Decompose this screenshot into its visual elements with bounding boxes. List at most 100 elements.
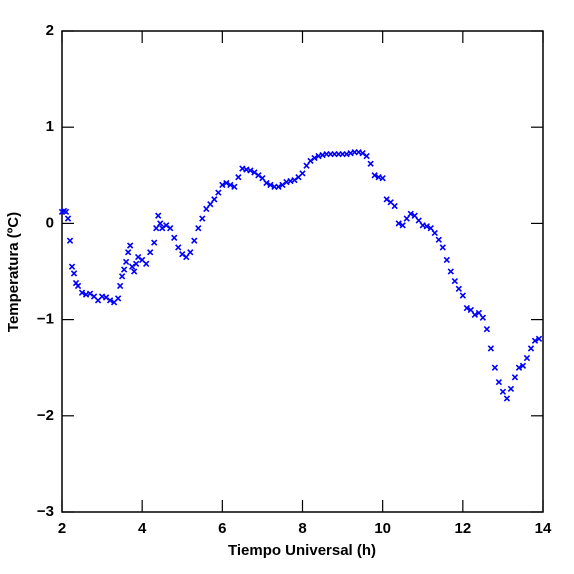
y-tick-label: 1 <box>46 118 54 135</box>
data-point <box>475 309 483 317</box>
data-point <box>68 263 76 270</box>
data-point <box>499 388 507 395</box>
data-point <box>447 268 454 275</box>
x-tick-label: 8 <box>298 520 306 537</box>
data-point <box>395 220 402 227</box>
data-point <box>511 374 519 381</box>
data-point <box>66 237 74 244</box>
data-point <box>531 337 539 344</box>
y-tick-label: 0 <box>46 214 54 231</box>
data-point <box>175 244 182 251</box>
data-point <box>491 364 499 371</box>
data-point <box>247 167 254 174</box>
data-point <box>439 244 446 251</box>
data-point <box>191 237 198 244</box>
data-point <box>451 277 458 285</box>
data-point <box>235 174 242 181</box>
data-point <box>311 154 318 162</box>
data-point <box>120 266 128 273</box>
x-axis-label: Tiempo Universal (h) <box>228 542 376 559</box>
data-point <box>199 215 206 222</box>
data-point <box>403 215 410 222</box>
data-point <box>122 258 130 266</box>
data-point <box>219 181 226 189</box>
y-tick-label: −1 <box>37 311 54 328</box>
data-point <box>363 152 370 160</box>
data-point <box>183 253 190 261</box>
data-point <box>495 378 503 386</box>
data-point <box>411 212 418 219</box>
data-point <box>515 364 523 371</box>
data-point <box>527 345 535 352</box>
data-point <box>459 292 466 299</box>
data-point <box>299 170 306 177</box>
data-point <box>167 225 174 232</box>
data-point <box>435 236 442 243</box>
data-point <box>116 282 124 290</box>
x-tick-label: 6 <box>218 520 226 537</box>
data-point <box>171 234 178 241</box>
data-point <box>147 249 154 256</box>
data-point <box>367 160 374 167</box>
x-tick-label: 12 <box>454 520 471 537</box>
data-point <box>106 297 114 304</box>
data-point <box>371 172 378 179</box>
x-tick-label: 2 <box>58 520 66 537</box>
data-point <box>155 212 162 219</box>
x-tick-label: 14 <box>535 520 552 537</box>
data-point <box>215 189 222 196</box>
data-point <box>443 256 450 264</box>
data-point <box>114 295 122 302</box>
data-point <box>151 239 158 246</box>
data-point <box>70 270 78 277</box>
data-point <box>303 162 310 169</box>
data-point <box>207 200 214 208</box>
data-point <box>455 285 462 292</box>
data-point <box>463 304 471 312</box>
y-tick-label: −3 <box>37 503 54 520</box>
data-point <box>535 335 543 343</box>
data-point <box>399 222 406 229</box>
data-point <box>407 210 414 217</box>
y-axis-label: Temperatura (ºC) <box>5 212 22 332</box>
x-tick-label: 4 <box>138 520 147 537</box>
data-point <box>64 215 72 222</box>
data-point <box>507 385 515 393</box>
data-point <box>483 326 491 333</box>
data-point <box>187 249 194 256</box>
data-point <box>223 179 230 187</box>
y-tick-label: 2 <box>46 22 54 39</box>
data-point <box>195 225 202 232</box>
data-point <box>153 225 160 232</box>
data-point <box>143 260 150 267</box>
data-point <box>275 183 282 191</box>
data-point <box>423 223 430 230</box>
data-point <box>391 202 398 210</box>
data-point <box>157 220 164 227</box>
data-point <box>126 242 134 249</box>
data-point <box>487 345 495 352</box>
data-point <box>267 181 274 189</box>
data-point <box>130 268 138 275</box>
data-point <box>132 260 140 267</box>
data-point <box>415 217 422 224</box>
data-point <box>471 311 479 318</box>
data-point <box>259 175 266 182</box>
data-point <box>503 395 511 402</box>
data-point <box>431 229 438 237</box>
data-point <box>118 273 126 280</box>
data-point <box>479 314 487 321</box>
data-point <box>78 289 86 296</box>
data-point <box>211 196 218 203</box>
x-tick-label: 10 <box>374 520 391 537</box>
data-point <box>227 181 234 189</box>
data-point <box>74 282 82 290</box>
data-point <box>203 205 210 213</box>
data-point <box>519 362 527 369</box>
data-point <box>124 249 132 256</box>
data-point <box>523 354 531 362</box>
data-point <box>62 208 70 216</box>
data-point <box>467 306 475 314</box>
y-tick-label: −2 <box>37 407 54 424</box>
